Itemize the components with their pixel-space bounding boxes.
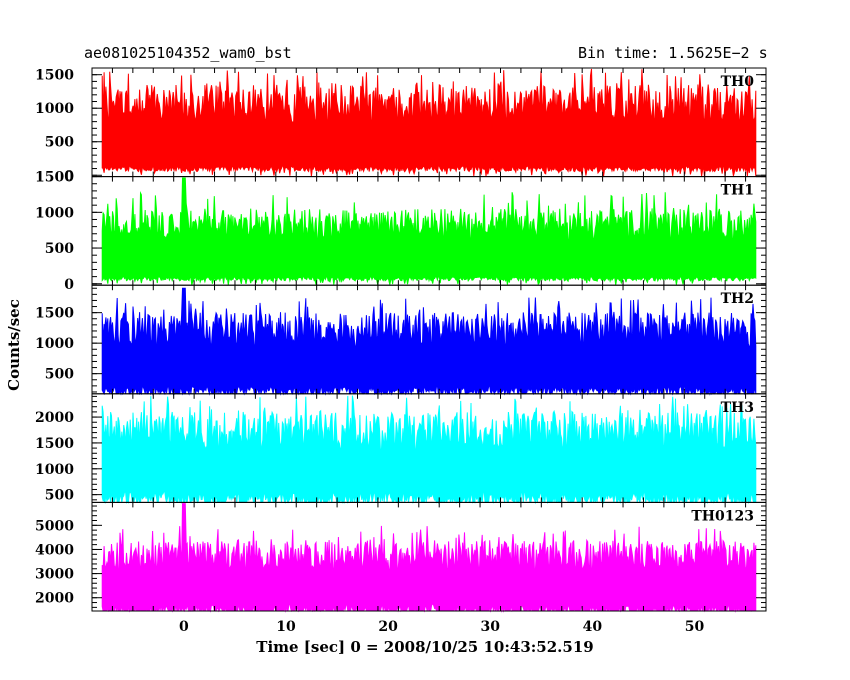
series-th0123-band (101, 503, 757, 613)
y-tick-label-th0: 1500 (35, 68, 74, 84)
y-tick-label-th0: 500 (45, 135, 74, 151)
x-tick-label: 50 (685, 619, 705, 635)
y-tick-label-th0123: 5000 (35, 518, 74, 534)
x-tick-label: 30 (481, 619, 501, 635)
panel-label-th1: TH1 (721, 183, 754, 199)
y-tick-label-th2: 500 (45, 367, 74, 383)
series-th2-band (101, 287, 757, 396)
y-tick-label-th2: 1500 (35, 306, 74, 322)
y-tick-label-th0123: 3000 (35, 567, 74, 583)
panel-label-th0123: TH0123 (691, 508, 754, 524)
x-tick-label: 20 (378, 619, 398, 635)
series-th1-band (101, 177, 757, 287)
y-tick-label-th1: 1000 (35, 205, 74, 221)
panel-label-th0: TH0 (721, 74, 755, 90)
panel-frame-th0123 (91, 501, 767, 612)
y-tick-label-th2: 1000 (35, 336, 74, 352)
series-th3-band (101, 395, 757, 505)
y-tick-label-th3: 1000 (35, 462, 74, 478)
panel-label-th2: TH2 (721, 291, 754, 307)
x-axis-label: Time [sec] 0 = 2008/10/25 10:43:52.519 (256, 638, 594, 656)
bin-time-label: Bin time: 1.5625E−2 s (578, 44, 768, 62)
y-tick-label-th3: 2000 (35, 410, 74, 426)
x-tick-label: 40 (583, 619, 603, 635)
panel-label-th3: TH3 (721, 400, 754, 416)
y-tick-label-th3: 500 (45, 488, 74, 504)
chart-title: ae081025104352_wam0_bst (84, 44, 292, 62)
y-tick-label-th1: 1500 (35, 170, 74, 186)
x-tick-label: 10 (276, 619, 296, 635)
y-tick-label-th0123: 4000 (35, 542, 74, 558)
y-tick-label-th0123: 2000 (35, 591, 74, 607)
y-tick-label-th0: 1000 (35, 101, 74, 117)
y-tick-label-th3: 1500 (35, 436, 74, 452)
y-tick-label-th0: 0 (64, 168, 74, 184)
y-tick-label-th1: 500 (45, 241, 74, 257)
y-tick-label-th1: 0 (64, 277, 74, 293)
x-tick-label: 0 (179, 619, 189, 635)
series-th0-band (101, 68, 757, 177)
y-axis-label: Counts/sec (5, 299, 23, 391)
